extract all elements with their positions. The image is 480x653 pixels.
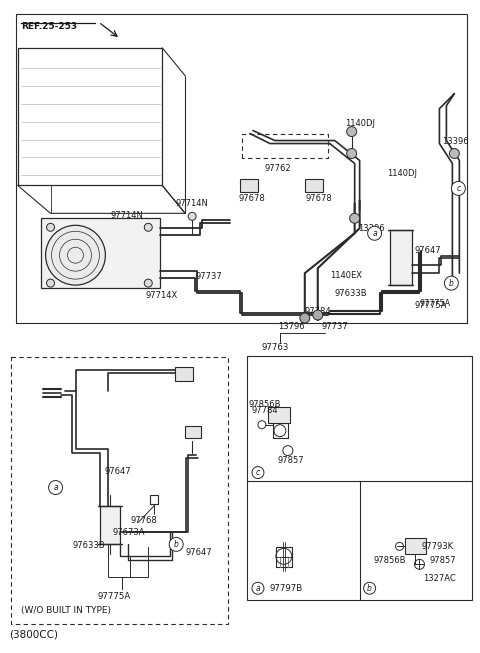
Text: REF.25-253: REF.25-253 — [21, 22, 77, 31]
Bar — [100, 507, 120, 545]
Text: 97647: 97647 — [104, 467, 131, 476]
Bar — [390, 231, 411, 285]
Bar — [11, 357, 228, 624]
Text: 97678: 97678 — [306, 194, 333, 203]
Circle shape — [350, 214, 360, 223]
Text: 97775A: 97775A — [420, 298, 451, 308]
Text: 97797B: 97797B — [270, 584, 303, 593]
Bar — [18, 48, 162, 185]
Circle shape — [188, 212, 196, 220]
Text: 97857: 97857 — [430, 556, 456, 565]
Text: b: b — [449, 279, 454, 287]
Bar — [405, 538, 426, 554]
Text: a: a — [372, 229, 377, 238]
Text: 97633B: 97633B — [72, 541, 105, 550]
Circle shape — [47, 279, 55, 287]
Text: 97714N: 97714N — [110, 211, 143, 220]
Text: b: b — [367, 584, 372, 593]
Circle shape — [313, 310, 323, 320]
Circle shape — [144, 223, 152, 231]
Bar — [268, 407, 290, 422]
Text: 97857: 97857 — [278, 456, 304, 465]
Circle shape — [347, 127, 357, 136]
Text: 97633B: 97633B — [335, 289, 367, 298]
Text: 97856B: 97856B — [249, 400, 281, 409]
Text: a: a — [53, 483, 58, 492]
Bar — [305, 180, 323, 193]
Circle shape — [144, 279, 152, 287]
Circle shape — [252, 467, 264, 479]
Bar — [175, 367, 193, 381]
Circle shape — [300, 313, 310, 323]
Bar — [16, 14, 468, 323]
Text: 97678: 97678 — [238, 194, 265, 203]
Circle shape — [46, 225, 106, 285]
Text: 1140EX: 1140EX — [330, 270, 362, 279]
Text: 97673A: 97673A — [112, 528, 145, 537]
Text: 97856B: 97856B — [373, 556, 406, 565]
Text: 13396: 13396 — [443, 137, 469, 146]
Circle shape — [449, 148, 459, 159]
Circle shape — [444, 276, 458, 290]
Circle shape — [252, 582, 264, 594]
Circle shape — [169, 537, 183, 551]
Text: a: a — [256, 584, 260, 593]
Text: (3800CC): (3800CC) — [9, 629, 58, 639]
Text: 13796: 13796 — [278, 323, 304, 332]
Text: 97737: 97737 — [322, 323, 348, 332]
Circle shape — [48, 481, 62, 494]
Text: 97647: 97647 — [415, 246, 441, 255]
Circle shape — [347, 148, 357, 159]
Text: b: b — [174, 540, 179, 549]
Text: 1140DJ: 1140DJ — [345, 119, 375, 128]
Text: 97647: 97647 — [185, 548, 212, 557]
Text: 97714N: 97714N — [175, 199, 208, 208]
Text: 1140DJ: 1140DJ — [387, 169, 418, 178]
Circle shape — [47, 223, 55, 231]
Circle shape — [451, 182, 465, 195]
Bar — [41, 218, 160, 288]
Bar — [185, 426, 201, 438]
Bar — [240, 180, 258, 193]
Text: 97763: 97763 — [262, 343, 289, 353]
Text: 97793K: 97793K — [421, 542, 454, 551]
Circle shape — [364, 582, 376, 594]
Text: c: c — [456, 184, 460, 193]
Text: 97737: 97737 — [195, 272, 222, 281]
Text: (W/O BUILT IN TYPE): (W/O BUILT IN TYPE) — [21, 606, 110, 614]
Text: 13396: 13396 — [358, 224, 384, 232]
Text: c: c — [256, 468, 260, 477]
Text: 97784: 97784 — [252, 406, 278, 415]
Text: 97784: 97784 — [305, 306, 331, 315]
Text: 97768: 97768 — [130, 516, 157, 525]
Circle shape — [368, 227, 382, 240]
Text: 97762: 97762 — [265, 164, 291, 173]
Text: 97775A: 97775A — [98, 592, 131, 601]
Text: 1327AC: 1327AC — [423, 574, 456, 582]
Text: 97714X: 97714X — [145, 291, 178, 300]
Text: 97775A: 97775A — [415, 300, 447, 310]
Bar — [247, 356, 472, 600]
